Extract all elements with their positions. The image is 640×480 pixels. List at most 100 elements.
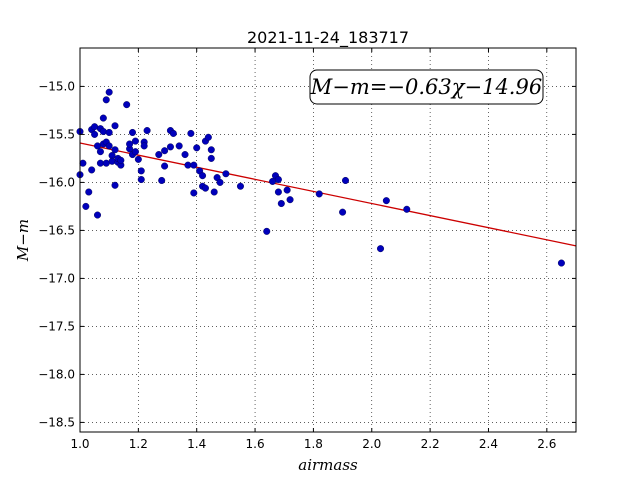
data-point xyxy=(166,143,174,151)
y-tick-label: −18.0 xyxy=(38,367,75,381)
data-point xyxy=(201,184,209,192)
data-point xyxy=(283,186,291,194)
data-point xyxy=(94,211,102,219)
data-point xyxy=(342,176,350,184)
fit-layer xyxy=(79,142,577,247)
data-point xyxy=(137,176,145,184)
data-point xyxy=(143,127,151,135)
data-point xyxy=(123,101,131,109)
fit-line xyxy=(79,142,577,247)
data-point xyxy=(403,205,411,213)
data-point xyxy=(82,202,90,210)
y-axis-label: M−m xyxy=(14,219,32,262)
x-tick-label: 2.6 xyxy=(537,437,556,451)
y-tick-labels: −15.0 −15.5 −16.0 −16.5 −17.0 −17.5 −18.0 −18.5 xyxy=(38,79,75,429)
data-point xyxy=(190,161,198,169)
data-point xyxy=(269,177,277,185)
y-tick-label: −15.5 xyxy=(38,127,75,141)
x-tick-label: 1.4 xyxy=(187,437,206,451)
data-point xyxy=(140,142,148,150)
y-tick-label: −17.5 xyxy=(38,319,75,333)
data-point xyxy=(207,146,215,154)
data-point xyxy=(193,144,201,152)
data-point xyxy=(79,159,87,167)
data-point xyxy=(99,114,107,122)
x-tick-label: 1.6 xyxy=(246,437,265,451)
data-point xyxy=(315,190,323,198)
data-point xyxy=(129,128,137,136)
x-tick-label: 2.0 xyxy=(362,437,381,451)
data-point xyxy=(274,188,282,196)
data-points xyxy=(76,88,565,267)
data-point xyxy=(105,128,113,136)
x-tick-label: 1.8 xyxy=(304,437,323,451)
data-point xyxy=(105,88,113,96)
x-tick-label: 2.4 xyxy=(479,437,498,451)
axis-ticks xyxy=(79,48,576,432)
fit-equation: M−m=−0.63χ−14.96 xyxy=(310,75,542,99)
plot-background xyxy=(80,48,576,432)
data-point xyxy=(96,159,104,167)
data-point xyxy=(134,155,142,163)
y-tick-label: −18.5 xyxy=(38,415,75,429)
data-point xyxy=(108,157,116,165)
fit-annotation: M−m=−0.63χ−14.96 xyxy=(309,69,544,105)
data-point xyxy=(161,147,169,155)
data-point xyxy=(169,129,177,137)
data-point xyxy=(96,148,104,156)
data-point xyxy=(382,197,390,205)
data-point xyxy=(85,188,93,196)
data-point xyxy=(184,161,192,169)
data-point xyxy=(111,146,119,154)
data-point xyxy=(137,167,145,175)
x-tick-labels: 1.0 1.2 1.4 1.6 1.8 2.0 2.2 2.4 2.6 xyxy=(70,437,556,451)
data-point xyxy=(131,148,139,156)
x-tick-label: 1.0 xyxy=(70,437,89,451)
plot-area xyxy=(76,47,577,433)
data-point xyxy=(99,128,107,136)
data-point xyxy=(117,156,125,164)
grid xyxy=(79,48,576,432)
y-tick-label: −17.0 xyxy=(38,271,75,285)
data-point xyxy=(274,176,282,184)
y-tick-label: −16.0 xyxy=(38,175,75,189)
data-point xyxy=(277,200,285,208)
data-point xyxy=(161,162,169,170)
data-point xyxy=(557,259,565,267)
plot-frame xyxy=(79,47,577,433)
data-point xyxy=(236,182,244,190)
data-point xyxy=(207,154,215,162)
data-point xyxy=(105,142,113,150)
data-point xyxy=(210,188,218,196)
data-point xyxy=(377,245,385,253)
data-point xyxy=(155,151,163,159)
data-point xyxy=(204,133,212,141)
data-point xyxy=(102,159,110,167)
y-tick-label: −15.0 xyxy=(38,79,75,93)
x-axis-label: airmass xyxy=(298,456,358,474)
data-point xyxy=(111,181,119,189)
data-point xyxy=(91,130,99,138)
data-point xyxy=(111,122,119,130)
data-point xyxy=(175,142,183,150)
data-point xyxy=(131,137,139,145)
data-point xyxy=(181,151,189,159)
x-tick-label: 2.2 xyxy=(421,437,440,451)
data-point xyxy=(286,196,294,204)
data-point xyxy=(102,96,110,104)
data-point xyxy=(190,189,198,197)
data-point xyxy=(126,140,134,148)
data-point xyxy=(222,170,230,178)
chart-title: 2021-11-24_183717 xyxy=(247,28,409,48)
data-point xyxy=(199,172,207,180)
data-point xyxy=(263,227,271,235)
data-point xyxy=(187,129,195,137)
data-point xyxy=(91,123,99,131)
data-point xyxy=(339,208,347,216)
data-point xyxy=(88,166,96,174)
x-tick-label: 1.2 xyxy=(129,437,148,451)
data-point xyxy=(158,176,166,184)
data-point xyxy=(216,178,224,186)
data-point xyxy=(94,142,102,150)
